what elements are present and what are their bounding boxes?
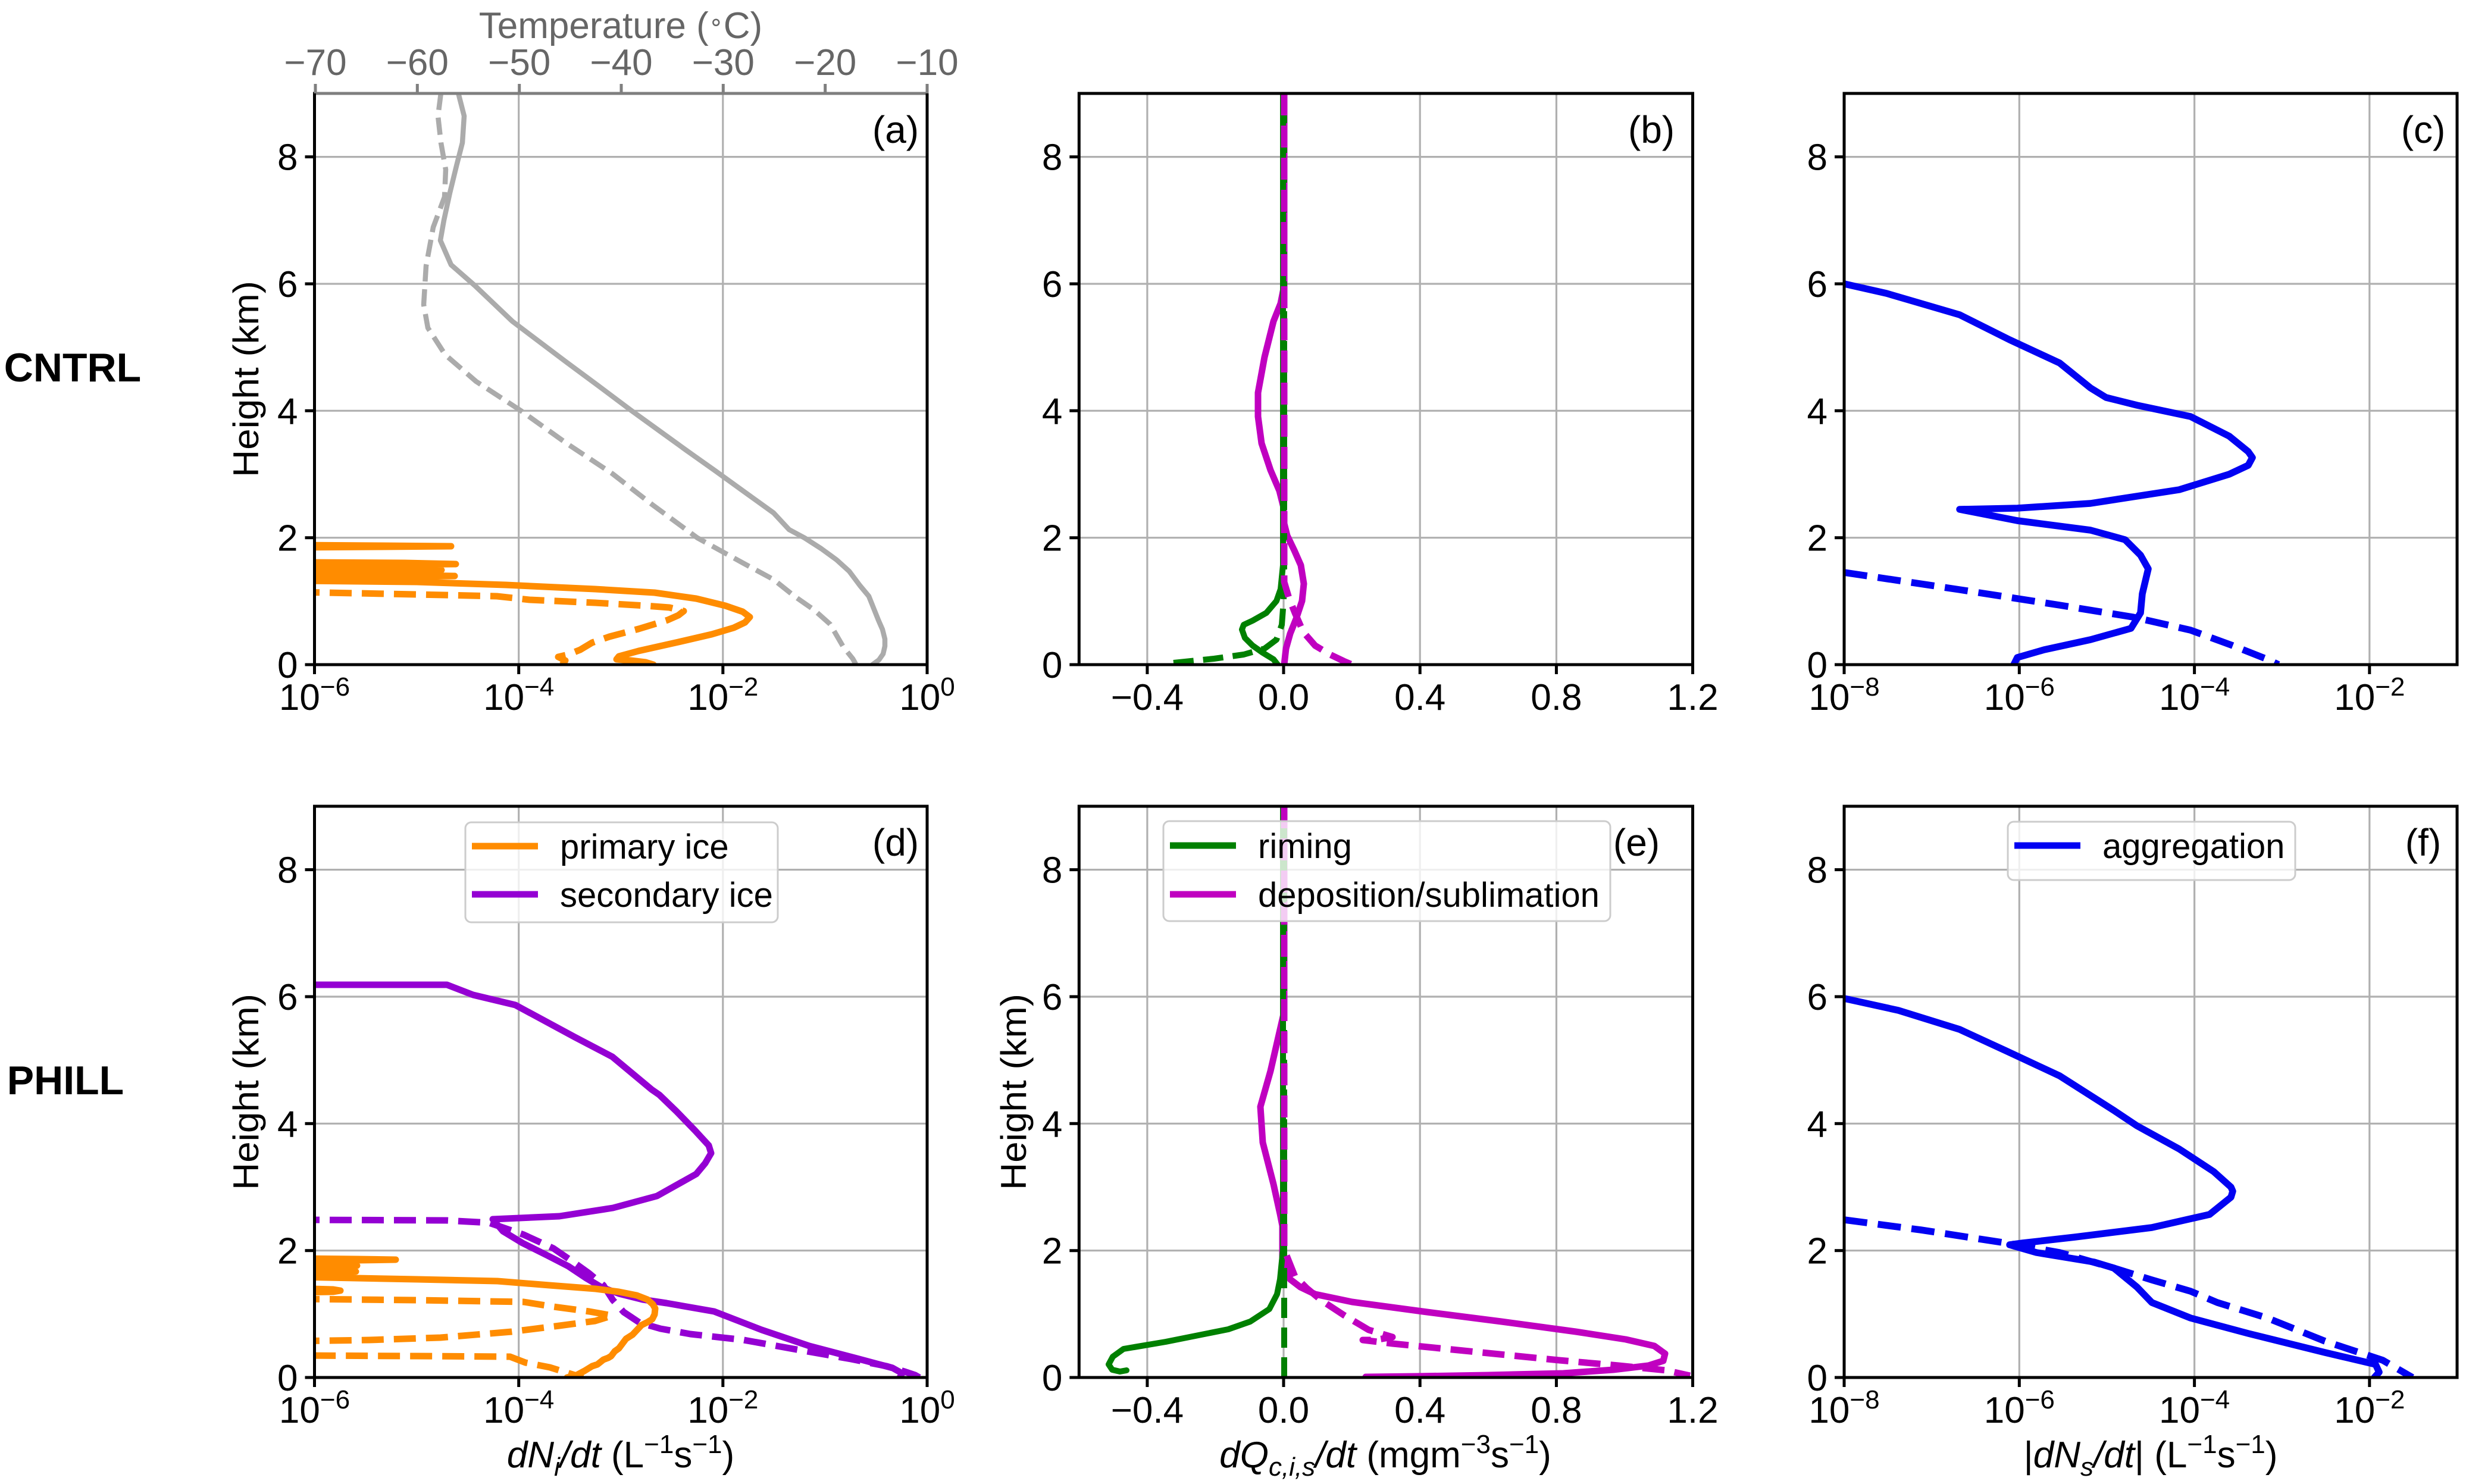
svg-text:2: 2 <box>277 518 298 559</box>
svg-text:secondary ice: secondary ice <box>560 876 773 915</box>
svg-text:−30: −30 <box>692 42 755 83</box>
svg-text:8: 8 <box>1042 137 1062 179</box>
svg-text:1.2: 1.2 <box>1667 1390 1718 1431</box>
svg-text:4: 4 <box>277 1104 298 1145</box>
svg-text:8: 8 <box>1042 850 1062 891</box>
svg-text:(c): (c) <box>2401 108 2446 151</box>
svg-text:0.0: 0.0 <box>1258 1390 1309 1431</box>
svg-text:4: 4 <box>1042 1104 1062 1145</box>
svg-text:10−4: 10−4 <box>2159 1385 2230 1431</box>
svg-text:2: 2 <box>1807 1231 1828 1272</box>
svg-text:PHILL: PHILL <box>7 1058 124 1103</box>
svg-text:0: 0 <box>1807 645 1828 686</box>
svg-text:2: 2 <box>1042 1231 1062 1272</box>
svg-text:−0.4: −0.4 <box>1111 677 1184 718</box>
svg-text:6: 6 <box>1807 264 1828 305</box>
svg-text:8: 8 <box>1807 137 1828 179</box>
svg-text:6: 6 <box>1807 977 1828 1018</box>
svg-text:−40: −40 <box>590 42 652 83</box>
svg-text:4: 4 <box>1042 391 1062 432</box>
svg-text:6: 6 <box>277 264 298 305</box>
svg-text:10−4: 10−4 <box>2159 672 2230 718</box>
svg-text:0: 0 <box>1042 645 1062 686</box>
svg-text:(a): (a) <box>872 108 919 151</box>
svg-text:aggregation: aggregation <box>2102 827 2285 866</box>
svg-text:0.4: 0.4 <box>1394 677 1445 718</box>
svg-text:1.2: 1.2 <box>1667 677 1718 718</box>
svg-text:−0.4: −0.4 <box>1111 1390 1184 1431</box>
svg-text:0: 0 <box>1042 1358 1062 1399</box>
svg-text:0.0: 0.0 <box>1258 677 1309 718</box>
svg-text:0.8: 0.8 <box>1531 1390 1582 1431</box>
svg-text:10−6: 10−6 <box>1984 1385 2055 1431</box>
svg-text:(e): (e) <box>1613 821 1660 864</box>
svg-text:4: 4 <box>1807 1104 1828 1145</box>
svg-text:−60: −60 <box>386 42 449 83</box>
svg-text:0: 0 <box>277 1358 298 1399</box>
svg-text:Height (km): Height (km) <box>226 281 266 477</box>
svg-text:10−2: 10−2 <box>2334 672 2405 718</box>
svg-text:6: 6 <box>1042 264 1062 305</box>
svg-text:Height (km): Height (km) <box>226 994 266 1190</box>
svg-text:2: 2 <box>1807 518 1828 559</box>
svg-text:6: 6 <box>277 977 298 1018</box>
svg-text:8: 8 <box>1807 850 1828 891</box>
svg-text:8: 8 <box>277 137 298 179</box>
svg-text:(d): (d) <box>872 821 919 864</box>
svg-text:2: 2 <box>1042 518 1062 559</box>
svg-text:0.4: 0.4 <box>1394 1390 1445 1431</box>
svg-text:primary ice: primary ice <box>560 828 729 866</box>
svg-text:6: 6 <box>1042 977 1062 1018</box>
svg-text:riming: riming <box>1258 827 1352 866</box>
svg-text:(b): (b) <box>1628 108 1675 151</box>
svg-text:Height (km): Height (km) <box>994 994 1034 1190</box>
svg-text:4: 4 <box>277 391 298 432</box>
svg-text:−50: −50 <box>488 42 550 83</box>
svg-text:8: 8 <box>277 850 298 891</box>
svg-text:2: 2 <box>277 1231 298 1272</box>
svg-text:0.8: 0.8 <box>1531 677 1582 718</box>
svg-text:4: 4 <box>1807 391 1828 432</box>
svg-text:0: 0 <box>277 645 298 686</box>
svg-text:−10: −10 <box>896 42 958 83</box>
svg-text:deposition/sublimation: deposition/sublimation <box>1258 876 1600 915</box>
svg-text:|dNs/dt| (L−1s−1): |dNs/dt| (L−1s−1) <box>2024 1430 2278 1482</box>
svg-text:(f): (f) <box>2405 821 2441 864</box>
svg-text:−70: −70 <box>284 42 346 83</box>
svg-text:10−6: 10−6 <box>279 1385 350 1431</box>
svg-text:CNTRL: CNTRL <box>4 345 141 390</box>
svg-text:0: 0 <box>1807 1358 1828 1399</box>
svg-text:−20: −20 <box>794 42 856 83</box>
